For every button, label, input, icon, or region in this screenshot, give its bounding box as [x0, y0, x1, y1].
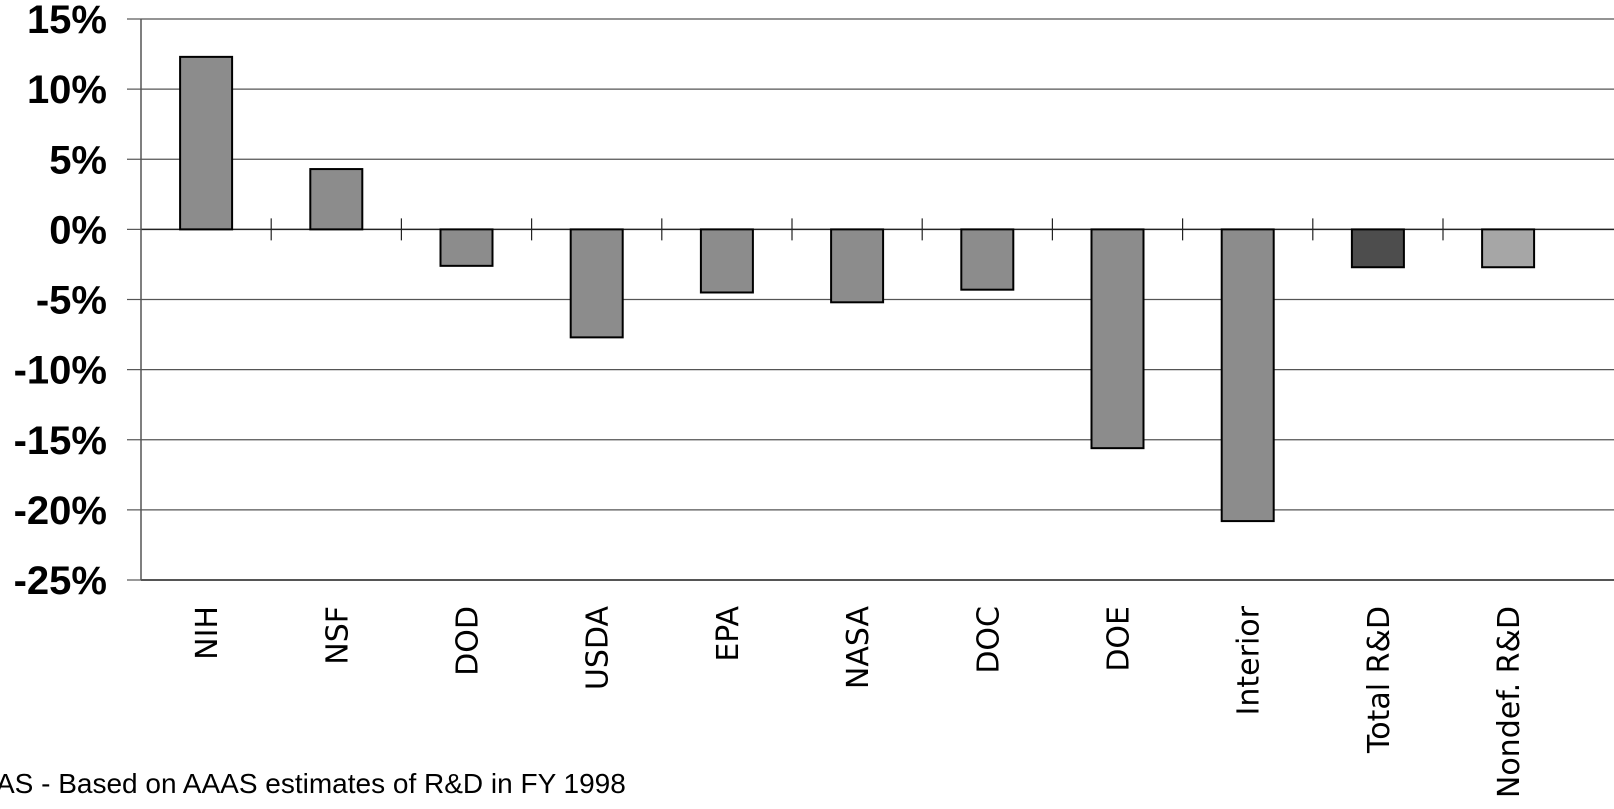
- x-tick-label: Total R&D: [1362, 606, 1397, 754]
- x-tick-label: USDA: [581, 606, 616, 691]
- x-axis-tick-labels: NIH NSF DOD USDA EPA NASA DOC DOE Interior Total …: [190, 605, 1527, 798]
- y-tick-label: -10%: [14, 349, 107, 393]
- x-tick-label: DOC: [971, 606, 1006, 674]
- x-tick-label: NASA: [841, 606, 876, 690]
- bar-epa: [699, 228, 754, 294]
- x-tick-label: NIH: [190, 606, 225, 660]
- y-tick-label: 0%: [49, 208, 107, 252]
- y-axis-tick-labels: 15% 10% 5% 0% -5% -10% -15% -20% -25%: [14, 0, 107, 603]
- bars: [179, 55, 1536, 523]
- x-tick-label: DOE: [1102, 606, 1137, 672]
- y-tick-label: 15%: [27, 0, 107, 42]
- x-tick-label: Interior: [1232, 605, 1267, 715]
- x-tick-label: EPA: [711, 606, 746, 662]
- x-tick-label: Nondef. R&D: [1492, 606, 1527, 798]
- bar-total-r-d: [1350, 228, 1405, 269]
- y-tick-label: -25%: [14, 559, 107, 603]
- bar-nasa: [830, 228, 885, 304]
- y-tick-label: 5%: [49, 138, 107, 182]
- bar-nsf: [309, 168, 364, 231]
- bar-nih: [179, 55, 234, 231]
- bar-interior: [1220, 228, 1275, 523]
- y-tick-label: 10%: [27, 68, 107, 112]
- bar-doe: [1090, 228, 1145, 450]
- y-tick-label: -15%: [14, 419, 107, 463]
- x-tick-label: DOD: [451, 606, 486, 676]
- source-note: AS - Based on AAAS estimates of R&D in F…: [0, 768, 626, 799]
- y-tick-label: -5%: [36, 279, 107, 323]
- bar-doc: [960, 228, 1015, 291]
- y-tick-label: -20%: [14, 489, 107, 533]
- bar-nondef-r-d: [1481, 228, 1536, 269]
- x-tick-label: NSF: [320, 606, 355, 665]
- bar-usda: [569, 228, 624, 339]
- bar-dod: [439, 228, 494, 267]
